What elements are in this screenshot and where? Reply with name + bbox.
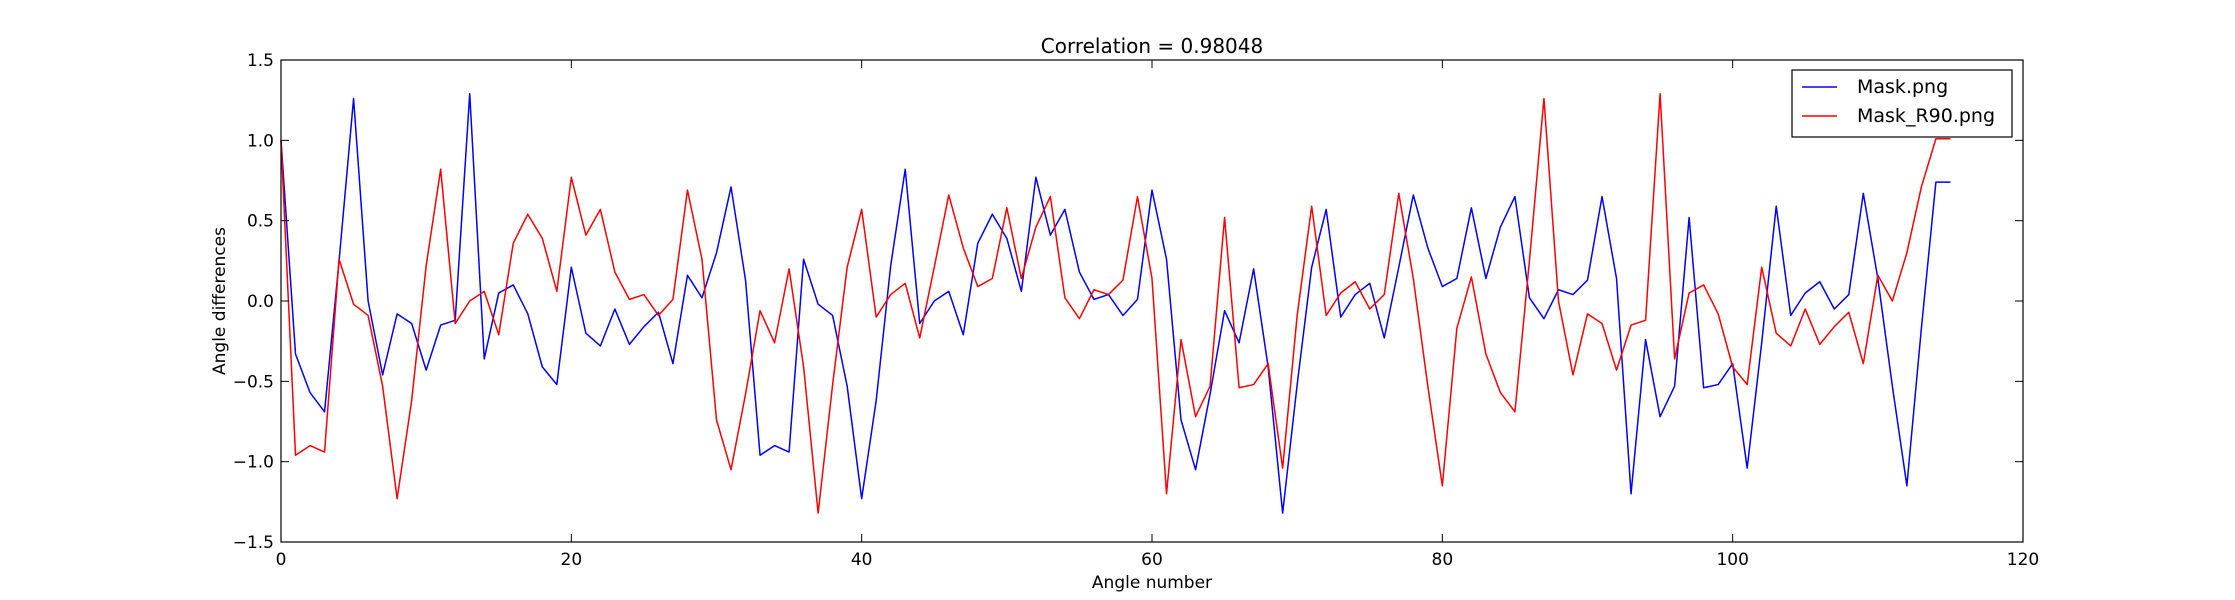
y-axis-label: Angle differences (210, 227, 230, 375)
x-axis-label: Angle number (1092, 573, 1212, 593)
y-tick-label: −1.0 (233, 453, 274, 473)
y-tick-label: 1.5 (247, 51, 274, 71)
series-line-mask-png (280, 92, 1951, 514)
x-tick-label: 20 (561, 550, 583, 570)
x-tick-label: 80 (1432, 550, 1454, 570)
legend-label-mask-r90: Mask_R90.png (1857, 105, 1995, 127)
x-axis-ticks: 0 20 40 60 80 100 120 (276, 60, 2039, 570)
chart-title: Correlation = 0.98048 (1041, 34, 1263, 58)
legend: Mask.png Mask_R90.png (1791, 69, 2013, 138)
y-tick-label: −0.5 (233, 372, 274, 392)
y-axis-ticks: −1.5 −1.0 −0.5 0.0 0.5 1.0 1.5 (233, 51, 2023, 553)
plot-lines (280, 92, 1951, 514)
y-tick-label: 0.0 (247, 292, 274, 312)
y-tick-label: 0.5 (247, 212, 274, 232)
legend-box (1791, 69, 2013, 138)
x-tick-label: 120 (2007, 550, 2039, 570)
series-line-mask-r90-png (280, 92, 1951, 514)
y-tick-label: −1.5 (233, 533, 274, 553)
x-tick-label: 40 (851, 550, 873, 570)
x-tick-label: 100 (1716, 550, 1748, 570)
legend-label-mask: Mask.png (1857, 76, 1948, 98)
x-tick-label: 60 (1141, 550, 1163, 570)
y-tick-label: 1.0 (247, 131, 274, 151)
x-tick-label: 0 (276, 550, 287, 570)
